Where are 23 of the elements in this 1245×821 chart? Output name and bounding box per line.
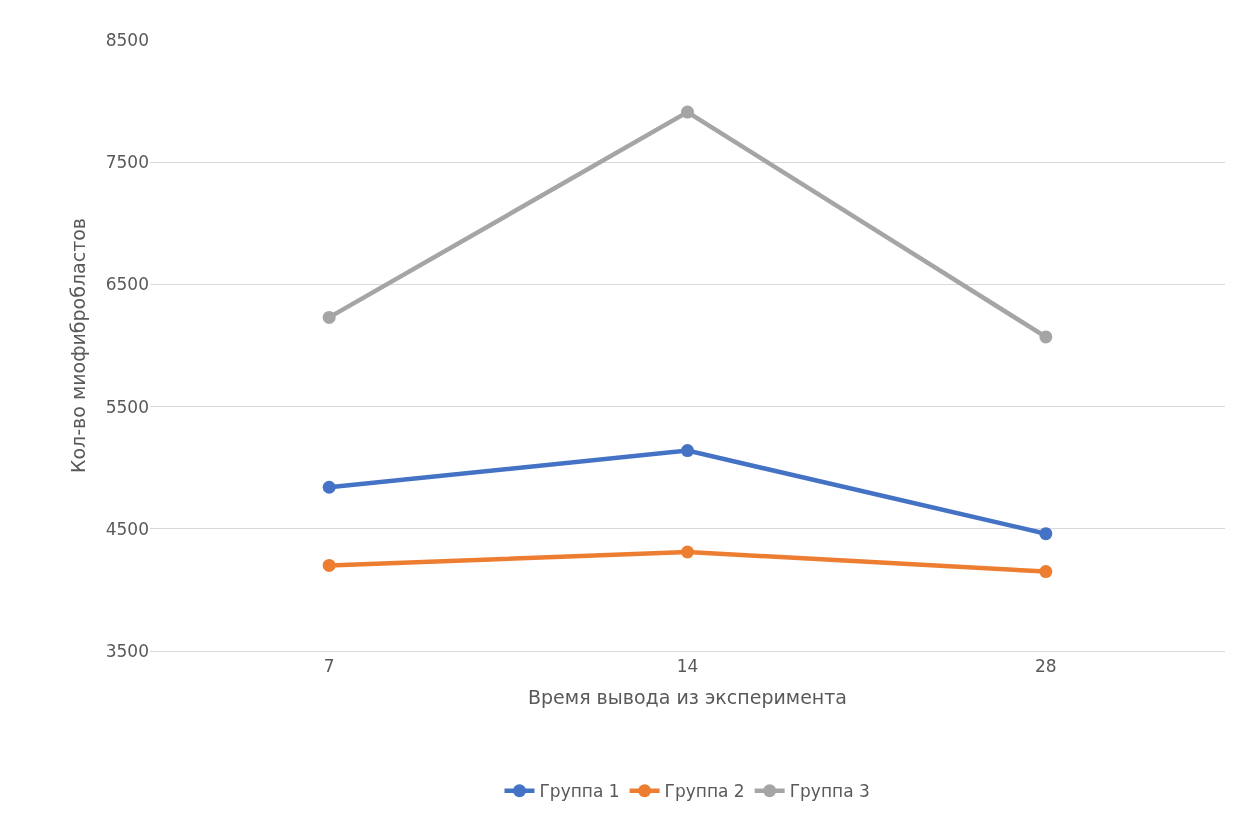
point	[1039, 330, 1053, 344]
point	[322, 558, 336, 572]
point	[1039, 565, 1053, 579]
point	[1039, 527, 1053, 541]
x-tick-label: 14	[676, 656, 699, 677]
legend-label: Группа 1	[539, 781, 620, 802]
x-tick-label: 28	[1035, 656, 1057, 677]
point	[322, 480, 336, 494]
point	[322, 310, 336, 324]
y-tick-label: 3500	[105, 640, 149, 661]
point	[681, 545, 694, 559]
y-tick-label: 7500	[105, 152, 149, 173]
y-tick-label: 8500	[105, 29, 149, 50]
y-tick-label: 4500	[105, 518, 149, 539]
y-axis-title: Кол-во миофибробластов	[66, 217, 89, 474]
point	[681, 105, 694, 119]
y-tick-label: 5500	[105, 396, 149, 417]
legend-label: Группа 2	[664, 781, 745, 802]
legend-label: Группа 3	[789, 781, 870, 802]
y-tick-label: 6500	[105, 274, 149, 295]
x-tick-label: 7	[323, 656, 335, 677]
point	[681, 444, 694, 458]
x-axis-title: Время вывода из эксперимента	[528, 686, 847, 709]
